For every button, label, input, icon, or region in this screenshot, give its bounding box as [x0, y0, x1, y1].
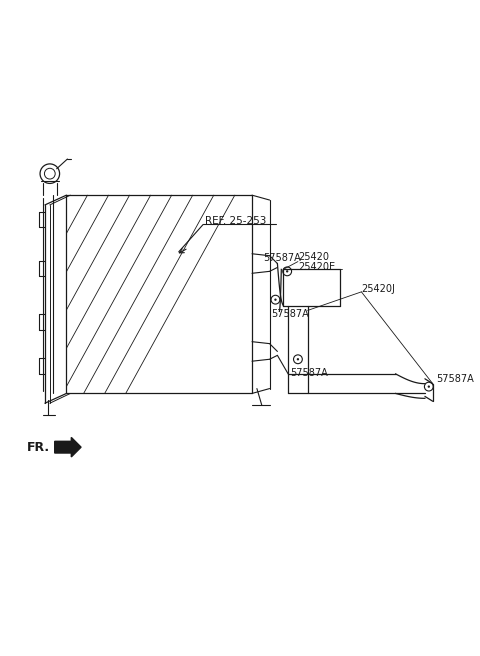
Text: 25420E: 25420E [298, 262, 335, 272]
Circle shape [274, 298, 276, 301]
Text: 57587A: 57587A [437, 374, 474, 384]
Text: REF. 25-253: REF. 25-253 [205, 216, 266, 226]
Circle shape [428, 386, 430, 388]
Text: 25420J: 25420J [361, 284, 396, 294]
Polygon shape [55, 438, 81, 457]
Text: FR.: FR. [27, 441, 50, 454]
Circle shape [297, 358, 299, 360]
Text: 25420: 25420 [298, 252, 329, 262]
Text: 57587A: 57587A [272, 310, 309, 319]
Text: 57587A: 57587A [263, 253, 300, 262]
Text: 57587A: 57587A [290, 368, 328, 378]
Circle shape [286, 270, 288, 272]
